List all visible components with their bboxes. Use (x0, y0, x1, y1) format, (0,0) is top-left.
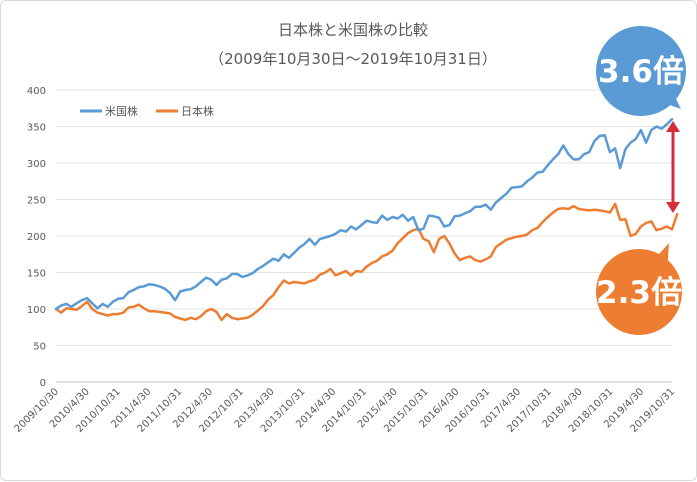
y-tick-label: 0 (40, 378, 46, 389)
y-tick-label: 400 (27, 86, 46, 97)
callout-bubble (596, 249, 682, 335)
chart-subtitle: （2009年10月30日～2019年10月31日） (209, 50, 497, 68)
us-ratio-callout: 3.6倍 (596, 26, 686, 116)
difference-arrow (666, 121, 680, 213)
chart-title: 日本株と米国株の比較 (278, 21, 428, 39)
y-tick-label: 300 (27, 159, 46, 170)
legend: 米国株 日本株 (80, 104, 214, 118)
legend-label: 米国株 (105, 104, 138, 118)
callout-text: 3.6倍 (598, 54, 684, 90)
y-tick-label: 50 (33, 342, 46, 353)
jp-ratio-callout: 2.3倍 (596, 243, 682, 335)
gridlines (56, 89, 672, 383)
callout-bubble (596, 26, 686, 116)
arrow-head-up (666, 121, 680, 132)
y-tick-label: 250 (27, 196, 46, 207)
y-tick-label: 100 (27, 305, 46, 316)
y-tick-label: 200 (27, 232, 46, 243)
ratio-callouts: 3.6倍 2.3倍 (596, 26, 686, 335)
arrow-head-down (666, 202, 680, 213)
y-tick-label: 150 (27, 269, 46, 280)
x-axis-ticks: 2009/10/302010/4/302010/10/312011/4/3020… (13, 386, 678, 435)
series-lines (54, 117, 679, 322)
callout-text: 2.3倍 (596, 275, 682, 311)
series-line (54, 117, 674, 311)
y-tick-label: 350 (27, 123, 46, 134)
series-line (54, 202, 679, 322)
y-axis-ticks: 0 50 100 150 200 250 300 350 400 (27, 86, 46, 389)
legend-label: 日本株 (181, 104, 214, 118)
